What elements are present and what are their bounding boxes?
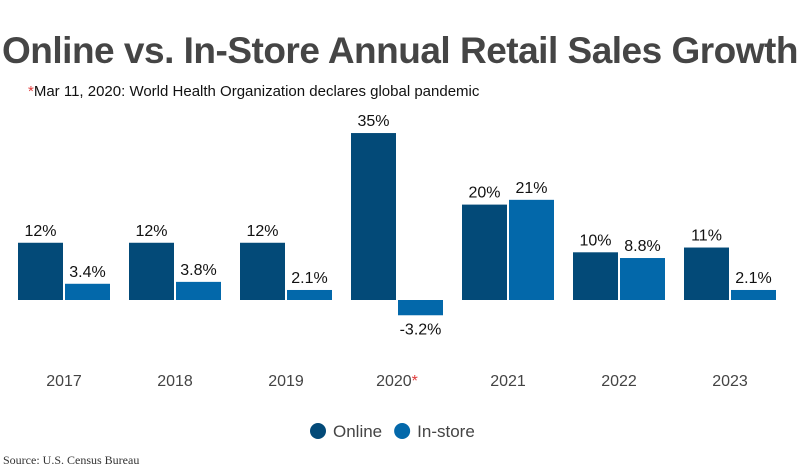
data-label: 20%: [468, 185, 500, 202]
bar-online-2017: [18, 242, 63, 300]
x-tick-label: 2019: [268, 373, 304, 390]
asterisk-marker: *: [412, 373, 418, 390]
bar-online-2018: [129, 242, 174, 300]
chart-subtitle: *Mar 11, 2020: World Health Organization…: [28, 83, 479, 100]
legend-marker-online: [310, 423, 326, 439]
data-label: 3.8%: [180, 262, 216, 279]
bar-in-store-2020: [398, 300, 443, 316]
bar-in-store-2022: [620, 258, 665, 300]
x-tick-label: 2020*: [376, 373, 418, 390]
bar-online-2020: [351, 133, 396, 300]
bar-in-store-2019: [287, 289, 332, 300]
data-label: 11%: [691, 228, 722, 245]
data-label: 12%: [135, 223, 167, 240]
bar-in-store-2017: [65, 283, 110, 300]
asterisk-marker: *: [28, 83, 34, 100]
bar-in-store-2021: [509, 199, 554, 300]
legend-label: Online: [333, 422, 382, 441]
source-note: Source: U.S. Census Bureau: [3, 453, 140, 467]
data-label: 12%: [246, 223, 278, 240]
data-label: 21%: [515, 180, 547, 197]
subtitle-text: Mar 11, 2020: World Health Organization …: [33, 83, 480, 100]
bar-in-store-2018: [176, 281, 221, 300]
data-label: 3.4%: [69, 264, 105, 281]
data-label: 10%: [579, 232, 611, 249]
bar-online-2023: [684, 247, 729, 300]
bar-online-2022: [573, 252, 618, 300]
data-label: 8.8%: [624, 238, 660, 255]
legend-marker-in-store: [394, 423, 411, 439]
x-tick-label: 2022: [601, 373, 637, 390]
x-tick-label: 2023: [712, 373, 748, 390]
legend-label: In-store: [417, 422, 475, 441]
bar-online-2021: [462, 204, 507, 300]
data-label: -3.2%: [400, 321, 442, 338]
x-tick-label: 2017: [46, 373, 82, 390]
chart-title: Online vs. In-Store Annual Retail Sales …: [2, 30, 798, 71]
data-label: 2.1%: [735, 270, 771, 287]
data-label: 12%: [24, 223, 56, 240]
data-label: 35%: [357, 113, 389, 130]
x-tick-label: 2018: [157, 373, 193, 390]
data-label: 2.1%: [291, 270, 327, 287]
x-tick-label: 2021: [490, 373, 526, 390]
bar-online-2019: [240, 242, 285, 300]
bar-in-store-2023: [731, 289, 776, 300]
